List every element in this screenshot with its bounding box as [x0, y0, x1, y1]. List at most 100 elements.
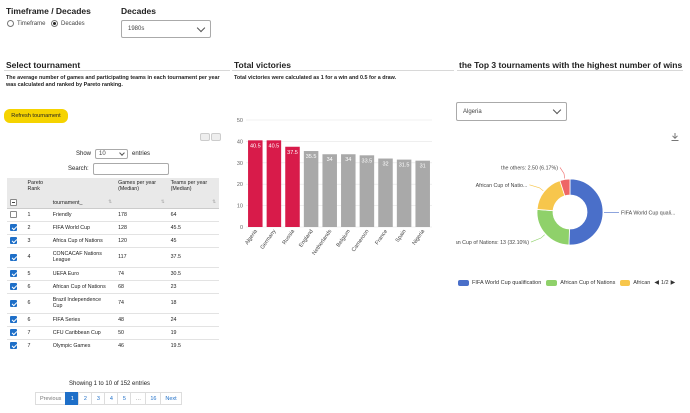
row-select-cell[interactable]: [7, 312, 25, 326]
row-checkbox[interactable]: [10, 316, 17, 323]
pager-ellipsis: …: [130, 392, 147, 405]
row-checkbox[interactable]: [10, 329, 17, 336]
legend-item-african-cup[interactable]: African Cup of Nations: [546, 279, 615, 286]
pager-page[interactable]: 1: [65, 392, 80, 405]
header-select-all[interactable]: [7, 178, 25, 209]
bar-cameroon[interactable]: [359, 155, 375, 227]
cell-teams: 37.5: [167, 246, 219, 267]
table-row[interactable]: 3 Africa Cup of Nations 120 45: [7, 233, 219, 247]
x-tick-label: Nigeria: [411, 228, 426, 246]
header-pareto-rank[interactable]: Pareto Rank: [24, 178, 50, 209]
radio-decades-circle[interactable]: [51, 20, 58, 27]
cell-tournament: CONCACAF Nations League: [49, 246, 116, 267]
row-checkbox[interactable]: [10, 253, 17, 261]
bar-england[interactable]: [303, 151, 319, 227]
radio-timeframe[interactable]: Timeframe: [7, 20, 45, 27]
legend-next-icon[interactable]: ▶: [670, 280, 676, 286]
cell-games: 74: [115, 292, 168, 313]
pager-page[interactable]: 2: [78, 392, 93, 405]
cell-games: 50: [115, 325, 168, 339]
bar-russia[interactable]: [285, 146, 300, 227]
row-select-cell[interactable]: [7, 338, 25, 352]
row-select-cell[interactable]: [7, 233, 25, 247]
cell-pareto-rank: 5: [24, 266, 50, 280]
select-all-checkbox[interactable]: [10, 198, 17, 206]
next-table-icon[interactable]: [211, 133, 221, 141]
header-tournament[interactable]: tournament_ ⇅: [49, 178, 116, 209]
country-select[interactable]: Algeria: [456, 102, 567, 121]
row-checkbox[interactable]: [10, 224, 17, 231]
donut-slice[interactable]: [559, 178, 571, 197]
table-row[interactable]: 6 FIFA Series 48 24: [7, 312, 219, 326]
bar-france[interactable]: [378, 158, 393, 227]
radio-decades[interactable]: Decades: [51, 20, 85, 27]
donut-slice[interactable]: [536, 209, 570, 246]
cell-tournament: Olympic Games: [49, 338, 116, 352]
cell-games: 120: [115, 233, 168, 247]
legend-item-fifa-wc-qualification[interactable]: FIFA World Cup qualification: [458, 279, 541, 286]
table-row[interactable]: 4 CONCACAF Nations League 117 37.5: [7, 246, 219, 267]
row-select-cell[interactable]: [7, 207, 25, 221]
header-teams[interactable]: Teams per year (Median) ⇅: [167, 178, 219, 209]
row-select-cell[interactable]: [7, 325, 25, 339]
pager-page[interactable]: 4: [104, 392, 119, 405]
radio-timeframe-circle[interactable]: [7, 20, 14, 27]
header-tournament-label: tournament_: [52, 199, 83, 206]
row-checkbox[interactable]: [10, 342, 17, 350]
bar-germany[interactable]: [266, 140, 282, 227]
table-row[interactable]: 1 Friendly 178 64: [7, 207, 219, 221]
bar-value-label: 32: [382, 162, 388, 168]
header-games-label: Games per year (Median): [118, 180, 157, 192]
show-label: Show: [76, 151, 92, 157]
row-select-cell[interactable]: [7, 266, 25, 280]
legend-item-african[interactable]: African: [620, 279, 650, 286]
table-row[interactable]: 2 FIFA World Cup 128 45.5: [7, 220, 219, 234]
table-row[interactable]: 5 UEFA Euro 74 30.5: [7, 266, 219, 280]
pagination: Previous 1 2 3 4 5 … 16 Next: [35, 392, 182, 405]
search-input[interactable]: [92, 163, 169, 175]
pager-page[interactable]: 16: [145, 392, 162, 405]
prev-table-icon[interactable]: [200, 133, 210, 141]
row-checkbox[interactable]: [10, 211, 17, 218]
table-row[interactable]: 6 Brazil Independence Cup 74 18: [7, 292, 219, 313]
pager-page[interactable]: 3: [91, 392, 106, 405]
donut-slice[interactable]: [568, 178, 604, 246]
legend-prev-icon[interactable]: ◀: [654, 280, 659, 286]
bar-nigeria[interactable]: [415, 160, 430, 227]
header-games[interactable]: Games per year (Median) ⇅: [115, 178, 168, 209]
entries-label: entries: [132, 151, 151, 157]
legend-swatch: [458, 279, 469, 286]
bar-algeria[interactable]: [248, 140, 263, 227]
entries-select[interactable]: 10: [95, 149, 129, 159]
decades-select[interactable]: 1980s: [121, 20, 211, 38]
pager-next[interactable]: Next: [160, 392, 182, 405]
row-select-cell[interactable]: [7, 220, 25, 234]
row-checkbox[interactable]: [10, 299, 17, 307]
bar-spain[interactable]: [396, 159, 412, 227]
row-checkbox[interactable]: [10, 270, 17, 277]
cell-tournament: Africa Cup of Nations: [49, 233, 116, 247]
y-tick-label: 10: [237, 204, 243, 210]
row-select-cell[interactable]: [7, 279, 25, 293]
cell-teams: 24: [167, 312, 219, 326]
cell-games: 48: [115, 312, 168, 326]
bar-value-label: 31: [420, 164, 426, 170]
middle-title-rule: [232, 70, 454, 71]
table-row[interactable]: 7 CFU Caribbean Cup 50 19: [7, 325, 219, 339]
x-tick-label: France: [374, 229, 389, 246]
bar-netherlands[interactable]: [322, 154, 337, 227]
download-icon[interactable]: [670, 132, 680, 142]
x-tick-label: Russia: [282, 228, 297, 246]
table-row[interactable]: 7 Olympic Games 46 19.5: [7, 338, 219, 352]
donut-slice[interactable]: [536, 180, 566, 212]
chevron-down-icon: [552, 105, 562, 115]
refresh-tournament-button[interactable]: Refresh tournament: [4, 109, 68, 123]
bar-belgium[interactable]: [341, 154, 356, 227]
table-row[interactable]: 6 African Cup of Nations 68 23: [7, 279, 219, 293]
row-select-cell[interactable]: [7, 292, 25, 313]
pager-page[interactable]: 5: [117, 392, 132, 405]
row-checkbox[interactable]: [10, 237, 17, 244]
pager-previous[interactable]: Previous: [35, 392, 67, 405]
row-select-cell[interactable]: [7, 246, 25, 267]
row-checkbox[interactable]: [10, 283, 17, 290]
